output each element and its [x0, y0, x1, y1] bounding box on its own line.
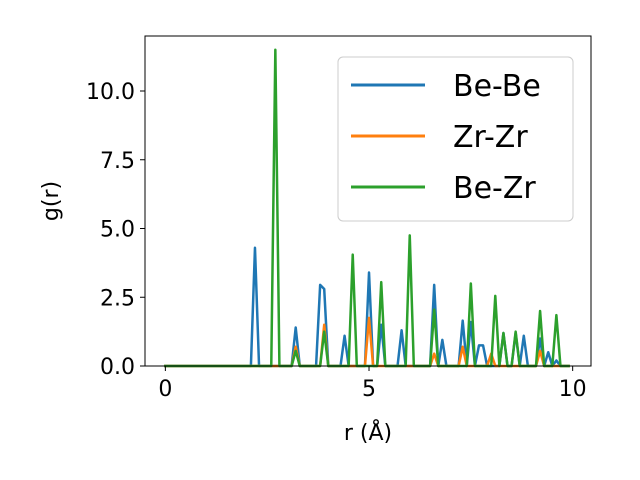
x-tick-label: 0: [158, 377, 172, 402]
y-axis-label: g(r): [39, 181, 64, 221]
legend-label-be-zr: Be-Zr: [453, 171, 536, 206]
y-tick-label: 5.0: [100, 218, 135, 243]
legend-label-be-be: Be-Be: [453, 69, 541, 104]
x-tick-label: 10: [559, 377, 587, 402]
y-tick-label: 2.5: [100, 286, 135, 311]
x-ticks: 0 5 10: [158, 366, 587, 402]
x-axis-label: r (Å): [344, 419, 392, 446]
legend-entries: Be-Be Zr-Zr Be-Zr: [351, 69, 541, 206]
legend-box: [337, 56, 574, 222]
y-tick-label: 0.0: [100, 355, 135, 380]
y-tick-label: 7.5: [100, 149, 135, 174]
axes-frame: [144, 35, 592, 367]
x-tick-label: 5: [362, 377, 376, 402]
y-ticks: 0.0 2.5 5.0 7.5 10.0: [86, 80, 145, 380]
legend: Be-Be Zr-Zr Be-Zr: [337, 56, 574, 222]
legend-label-zr-zr: Zr-Zr: [453, 120, 528, 155]
y-tick-label: 10.0: [86, 80, 135, 105]
